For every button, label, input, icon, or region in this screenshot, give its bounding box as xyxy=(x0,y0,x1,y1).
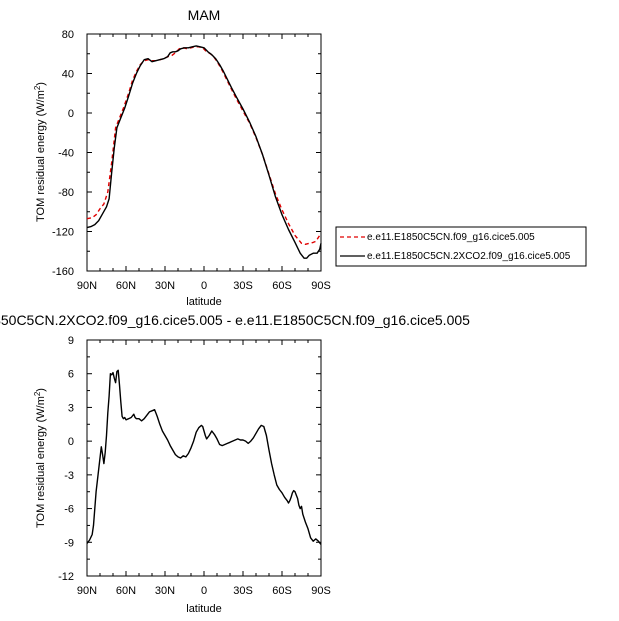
x-tick-label: 60N xyxy=(116,280,136,292)
chart-mam: MAM 90N 60N 30N 0 30S 60S 90S -160 -120 -80 -40 0 40… xyxy=(33,7,587,308)
y-tick-label: 40 xyxy=(62,69,74,81)
y-tick-label: 0 xyxy=(68,436,74,448)
x-axis-label: latitude xyxy=(186,603,221,615)
series-line-1 xyxy=(86,45,322,259)
legend-label-control: e.e11.E1850C5CN.f09_g16.cice5.005 xyxy=(367,232,535,243)
y-tick-label: 0 xyxy=(68,108,74,120)
y-tick-label: -12 xyxy=(58,571,74,583)
x-tick-label: 90S xyxy=(311,585,331,597)
x-tick-label: 60S xyxy=(272,585,292,597)
chart-difference: e.e11.E1850C5CN.2XCO2.f09_g16.cice5.005 … xyxy=(0,312,470,615)
x-tick-label: 60S xyxy=(272,280,292,292)
x-tick-label: 90N xyxy=(77,280,97,292)
x-tick-label: 30S xyxy=(233,585,253,597)
y-tick-label: 6 xyxy=(68,369,74,381)
y-tick-label: -40 xyxy=(58,148,74,160)
legend-box xyxy=(335,226,587,267)
plot-frame xyxy=(86,33,322,272)
tick-marks: 90N 60N 30N 0 30S 60S 90S -160 -120 -80 -40 0 40 80 xyxy=(52,29,331,292)
x-tick-label: 60N xyxy=(116,585,136,597)
x-tick-label: 30N xyxy=(155,585,175,597)
series-line-0 xyxy=(86,369,322,545)
y-axis-label: TOM residual energy (W/m2) xyxy=(33,82,47,222)
legend-label-2xco2: e.e11.E1850C5CN.2XCO2.f09_g16.cice5.005 xyxy=(367,251,571,262)
series-line-0 xyxy=(86,46,322,246)
x-tick-label: 90N xyxy=(77,585,97,597)
y-axis-label: TOM residual energy (W/m2) xyxy=(33,388,47,528)
chart-title: e.e11.E1850C5CN.2XCO2.f09_g16.cice5.005 … xyxy=(0,312,470,328)
legend: e.e11.E1850C5CN.f09_g16.cice5.005 e.e11.… xyxy=(335,226,587,267)
y-tick-label: -3 xyxy=(64,470,74,482)
x-tick-label: 0 xyxy=(201,280,207,292)
x-tick-label: 90S xyxy=(311,280,331,292)
plot-frame xyxy=(86,339,322,577)
y-tick-label: -80 xyxy=(58,187,74,199)
x-tick-label: 30S xyxy=(233,280,253,292)
y-tick-label: 9 xyxy=(68,335,74,347)
x-tick-label: 0 xyxy=(201,585,207,597)
y-tick-label: -9 xyxy=(64,537,74,549)
series-lines xyxy=(86,45,322,259)
y-tick-label: 3 xyxy=(68,402,74,414)
y-tick-label: -120 xyxy=(52,227,74,239)
y-tick-label: -160 xyxy=(52,266,74,278)
x-tick-label: 30N xyxy=(155,280,175,292)
chart-title: MAM xyxy=(188,7,221,23)
y-tick-label: 80 xyxy=(62,29,74,41)
series-lines xyxy=(86,369,322,545)
y-tick-label: -6 xyxy=(64,504,74,516)
x-axis-label: latitude xyxy=(186,296,221,308)
